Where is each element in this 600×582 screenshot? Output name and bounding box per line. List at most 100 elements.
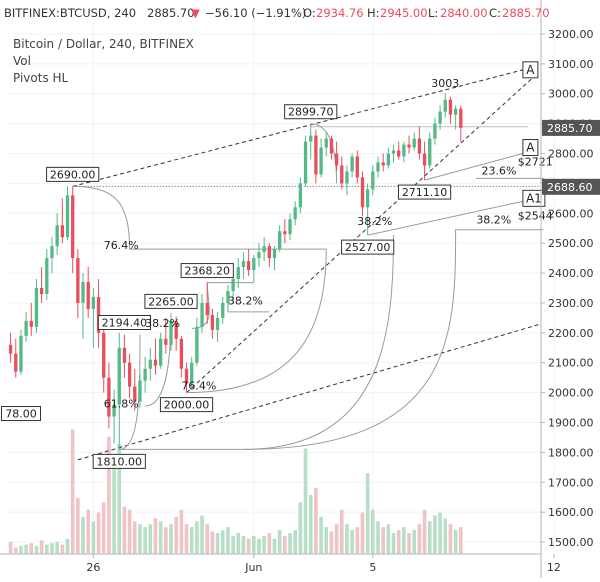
- volume-bar: [241, 535, 246, 554]
- candle-body: [448, 99, 453, 115]
- candle-body: [236, 267, 240, 280]
- candle-body: [148, 359, 152, 369]
- volume-bar: [236, 532, 241, 554]
- candle-body: [143, 368, 147, 381]
- y-tick-label: 3000.00: [548, 88, 594, 101]
- header-open-value: 2934.76: [316, 6, 364, 20]
- target-label: $2721: [518, 155, 553, 168]
- pivot-label-box: [159, 397, 214, 413]
- fib-curve-76: [72, 185, 327, 250]
- candle-body: [402, 144, 406, 157]
- volume-bar: [448, 524, 453, 554]
- candle-body: [86, 282, 90, 309]
- candle-body: [122, 347, 127, 363]
- header-close-label: C:: [489, 6, 501, 20]
- pivot-label-box: [144, 293, 198, 309]
- pivot-label: 2194.40: [102, 317, 148, 330]
- volume-bar: [283, 535, 287, 554]
- header-close-value: 2885.70: [502, 6, 550, 20]
- wave-label-box: [522, 139, 539, 157]
- candle-body: [107, 377, 111, 417]
- candle-body: [45, 258, 49, 294]
- wave-label-box: [522, 61, 539, 79]
- pivot-label-box: [1, 406, 41, 422]
- volume-bar: [458, 527, 463, 554]
- pivot-label-box: [284, 104, 338, 120]
- candle-body: [112, 404, 116, 417]
- candle-body: [91, 296, 96, 309]
- volume-bar: [443, 518, 448, 554]
- volume-bar: [44, 544, 49, 554]
- candle-body: [14, 353, 18, 372]
- candle-body: [267, 246, 271, 259]
- candle-body: [350, 156, 354, 172]
- volume-bar: [262, 535, 266, 554]
- a1-projection-line: [367, 200, 523, 236]
- pivot-label: 2690.00: [50, 168, 96, 181]
- fib-label: 38.2%: [145, 317, 180, 330]
- volume-bar: [267, 532, 272, 554]
- volume-bar: [365, 473, 370, 554]
- volume-bar: [19, 546, 23, 554]
- header-high-value: 2945.00: [380, 6, 428, 20]
- legend-title: Bitcoin / Dollar, 240, BITFINEX: [13, 37, 194, 51]
- volume-bar: [158, 521, 163, 554]
- candle-body: [29, 320, 33, 327]
- candle-body: [34, 288, 39, 327]
- candle-body: [117, 347, 121, 405]
- candle-body: [428, 138, 432, 166]
- candle-body: [190, 362, 194, 384]
- volume-bar: [402, 527, 406, 554]
- candle-body: [293, 207, 297, 220]
- candle-body: [283, 231, 287, 235]
- candle-body: [81, 282, 85, 303]
- support-diagonal-line: [186, 76, 534, 393]
- y-tick-label: 2300.00: [548, 297, 594, 310]
- volume-bar: [138, 524, 142, 554]
- y-tick-label: 2100.00: [548, 357, 594, 370]
- fib-label: 76.4%: [104, 239, 139, 252]
- candle-body: [179, 338, 184, 369]
- candle-body: [39, 288, 44, 294]
- candle-body: [257, 252, 261, 259]
- candle-body: [158, 338, 163, 366]
- volume-bar: [200, 515, 204, 554]
- y-tick-label: 1700.00: [548, 476, 594, 489]
- volume-bar: [122, 506, 127, 554]
- candle-body: [345, 171, 349, 184]
- x-tick-label: 12: [547, 561, 561, 574]
- volume-bar: [319, 516, 323, 554]
- price-tag-label: 2688.60: [547, 181, 593, 194]
- y-tick-label: 2800.00: [548, 148, 594, 161]
- volume-bar: [96, 512, 101, 554]
- volume-bar: [34, 546, 39, 554]
- candle-body: [102, 332, 106, 378]
- pivot-label: 2265.00: [148, 295, 194, 308]
- candle-body: [127, 362, 132, 387]
- candle-body: [422, 153, 427, 166]
- volume-bar: [334, 524, 339, 554]
- pivot-label: 2000.00: [164, 399, 210, 412]
- candle-body: [215, 317, 220, 330]
- candle-body: [272, 249, 277, 259]
- pivot-label: 2527.00: [345, 241, 391, 254]
- pivot-label-box: [97, 315, 152, 331]
- volume-bar: [314, 487, 318, 554]
- candle-body: [241, 261, 246, 268]
- volume-bar: [153, 518, 158, 554]
- candle-body: [55, 225, 59, 247]
- legend-volume: Vol: [13, 54, 31, 68]
- x-tick-label: 5: [369, 561, 376, 574]
- upper-channel-line: [72, 69, 524, 187]
- candle-body: [417, 138, 422, 154]
- fib-label: 23.6%: [481, 164, 516, 177]
- volume-bar: [70, 429, 75, 554]
- volume-bar: [86, 509, 91, 554]
- volume-bar: [360, 512, 365, 554]
- candle-body: [340, 165, 344, 184]
- y-tick-label: 2000.00: [548, 387, 594, 400]
- volume-bar: [339, 509, 344, 554]
- candle-body: [262, 246, 266, 253]
- fib-curve-1810: [119, 235, 395, 450]
- price-tag-box: [542, 178, 600, 195]
